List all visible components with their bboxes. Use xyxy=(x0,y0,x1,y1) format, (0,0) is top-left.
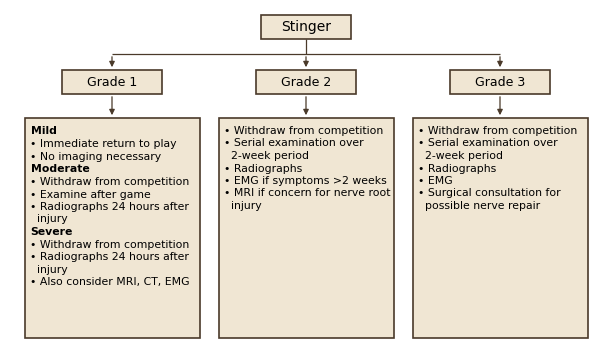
FancyBboxPatch shape xyxy=(218,118,394,338)
Text: • Serial examination over: • Serial examination over xyxy=(224,138,364,148)
Text: • Radiographs: • Radiographs xyxy=(419,164,497,173)
Text: • Radiographs: • Radiographs xyxy=(224,164,303,173)
Text: Grade 1: Grade 1 xyxy=(87,75,137,88)
Text: • Withdraw from competition: • Withdraw from competition xyxy=(224,126,384,136)
FancyBboxPatch shape xyxy=(62,70,162,94)
FancyBboxPatch shape xyxy=(25,118,199,338)
Text: • EMG: • EMG xyxy=(419,176,453,186)
FancyBboxPatch shape xyxy=(450,70,550,94)
Text: Grade 2: Grade 2 xyxy=(281,75,331,88)
Text: Grade 3: Grade 3 xyxy=(475,75,525,88)
Text: injury: injury xyxy=(224,201,262,211)
FancyBboxPatch shape xyxy=(413,118,587,338)
Text: Severe: Severe xyxy=(31,227,73,237)
Text: • Surgical consultation for: • Surgical consultation for xyxy=(419,188,561,199)
Text: injury: injury xyxy=(31,215,68,224)
Text: • MRI if concern for nerve root: • MRI if concern for nerve root xyxy=(224,188,391,199)
Text: injury: injury xyxy=(31,265,68,275)
Text: • No imaging necessary: • No imaging necessary xyxy=(31,152,162,161)
Text: Mild: Mild xyxy=(31,126,56,136)
Text: • Withdraw from competition: • Withdraw from competition xyxy=(31,240,190,250)
Text: 2-week period: 2-week period xyxy=(224,151,310,161)
Text: • Radiographs 24 hours after: • Radiographs 24 hours after xyxy=(31,252,189,263)
Text: Stinger: Stinger xyxy=(281,20,331,34)
Text: • Examine after game: • Examine after game xyxy=(31,189,151,200)
Text: • Withdraw from competition: • Withdraw from competition xyxy=(31,177,190,187)
FancyBboxPatch shape xyxy=(261,15,351,39)
FancyBboxPatch shape xyxy=(256,70,356,94)
Text: • Withdraw from competition: • Withdraw from competition xyxy=(419,126,577,136)
Text: possible nerve repair: possible nerve repair xyxy=(419,201,541,211)
Text: • Radiographs 24 hours after: • Radiographs 24 hours after xyxy=(31,202,189,212)
Text: Moderate: Moderate xyxy=(31,164,89,174)
Text: • EMG if symptoms >2 weeks: • EMG if symptoms >2 weeks xyxy=(224,176,387,186)
Text: • Immediate return to play: • Immediate return to play xyxy=(31,139,177,149)
Text: • Serial examination over: • Serial examination over xyxy=(419,138,558,148)
Text: 2-week period: 2-week period xyxy=(419,151,503,161)
Text: • Also consider MRI, CT, EMG: • Also consider MRI, CT, EMG xyxy=(31,278,190,287)
